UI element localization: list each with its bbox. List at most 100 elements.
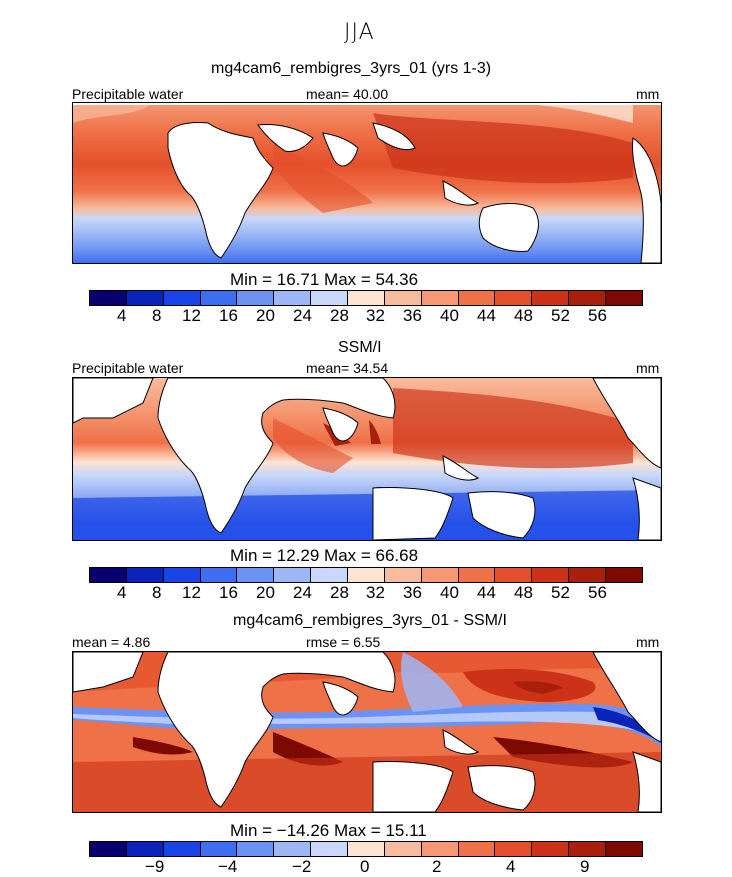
colorbar-tick: 48 bbox=[514, 583, 533, 602]
panel1-title: mg4cam6_rembigres_3yrs_01 (yrs 1-3) bbox=[211, 60, 492, 77]
colorbar-tick: 32 bbox=[366, 306, 385, 325]
colorbar-swatch bbox=[163, 842, 201, 856]
colorbar-tick: 40 bbox=[440, 583, 459, 602]
colorbar-tick: 12 bbox=[182, 583, 201, 602]
colorbar-swatch bbox=[90, 568, 127, 582]
colorbar-swatch bbox=[200, 291, 238, 305]
colorbar-tick: 0 bbox=[360, 857, 370, 876]
colorbar-tick: 4 bbox=[117, 583, 127, 602]
panel3-minmax: Min = −14.26 Max = 15.11 bbox=[230, 821, 427, 840]
colorbar-swatch bbox=[569, 291, 607, 305]
colorbar-swatch bbox=[569, 568, 607, 582]
colorbar-tick: 20 bbox=[256, 583, 275, 602]
colorbar-tick: 9 bbox=[580, 857, 590, 876]
panel1-land bbox=[73, 103, 661, 263]
colorbar-tick: 48 bbox=[514, 306, 533, 325]
colorbar-tick: 32 bbox=[366, 583, 385, 602]
colorbar-tick: 20 bbox=[256, 306, 275, 325]
panel1-map bbox=[72, 102, 662, 264]
colorbar-swatch bbox=[163, 291, 201, 305]
panel3-map bbox=[72, 651, 662, 813]
panel3-mean-label: mean = 4.86 bbox=[72, 634, 151, 650]
panel1-units: mm bbox=[636, 86, 660, 102]
colorbar-swatch bbox=[421, 568, 459, 582]
colorbar-tick: 44 bbox=[477, 583, 496, 602]
colorbar-swatch bbox=[532, 291, 570, 305]
colorbar-tick: 44 bbox=[477, 306, 496, 325]
colorbar-swatch bbox=[421, 842, 459, 856]
colorbar-swatch bbox=[606, 291, 642, 305]
colorbar-tick: 36 bbox=[403, 306, 422, 325]
colorbar-swatch bbox=[237, 568, 275, 582]
panel3-rmse-label: rmse = 6.55 bbox=[306, 634, 381, 650]
colorbar-tick: −2 bbox=[292, 857, 312, 876]
panel1-mean-label: mean= 40.00 bbox=[306, 86, 389, 102]
colorbar-swatch bbox=[384, 291, 422, 305]
panel2-colorbar bbox=[89, 567, 643, 583]
colorbar-tick: 28 bbox=[330, 306, 349, 325]
panel1-variable-label: Precipitable water bbox=[72, 86, 184, 102]
colorbar-swatch bbox=[458, 291, 496, 305]
panel2-minmax: Min = 12.29 Max = 66.68 bbox=[230, 546, 419, 565]
colorbar-swatch bbox=[311, 842, 349, 856]
figure-title: JJA bbox=[344, 20, 375, 45]
colorbar-swatch bbox=[274, 291, 312, 305]
colorbar-swatch bbox=[532, 568, 570, 582]
colorbar-swatch bbox=[90, 291, 127, 305]
colorbar-swatch bbox=[348, 568, 385, 582]
colorbar-swatch bbox=[532, 842, 570, 856]
colorbar-swatch bbox=[126, 568, 164, 582]
colorbar-swatch bbox=[200, 842, 238, 856]
colorbar-swatch bbox=[421, 291, 459, 305]
colorbar-swatch bbox=[348, 842, 385, 856]
colorbar-tick: 28 bbox=[330, 583, 349, 602]
panel3-land bbox=[73, 652, 661, 812]
colorbar-swatch bbox=[90, 842, 127, 856]
colorbar-tick: 4 bbox=[506, 857, 516, 876]
colorbar-swatch bbox=[311, 568, 349, 582]
colorbar-swatch bbox=[384, 842, 422, 856]
colorbar-tick: 40 bbox=[440, 306, 459, 325]
colorbar-swatch bbox=[458, 842, 496, 856]
colorbar-swatch bbox=[126, 842, 164, 856]
colorbar-swatch bbox=[495, 291, 533, 305]
colorbar-tick: 16 bbox=[219, 583, 238, 602]
colorbar-swatch bbox=[606, 842, 642, 856]
colorbar-tick: 36 bbox=[403, 583, 422, 602]
colorbar-swatch bbox=[348, 291, 385, 305]
colorbar-tick: −4 bbox=[218, 857, 238, 876]
colorbar-swatch bbox=[458, 568, 496, 582]
colorbar-swatch bbox=[274, 842, 312, 856]
colorbar-tick: 16 bbox=[219, 306, 238, 325]
colorbar-tick: 56 bbox=[588, 583, 607, 602]
panel1-field bbox=[73, 103, 661, 263]
colorbar-swatch bbox=[311, 291, 349, 305]
colorbar-tick: 24 bbox=[293, 583, 312, 602]
colorbar-tick: 56 bbox=[588, 306, 607, 325]
panel2-land bbox=[73, 378, 661, 540]
colorbar-tick: 52 bbox=[551, 306, 570, 325]
colorbar-swatch bbox=[495, 842, 533, 856]
panel3-units: mm bbox=[636, 634, 660, 650]
colorbar-tick: 2 bbox=[432, 857, 442, 876]
colorbar-swatch bbox=[126, 291, 164, 305]
colorbar-tick: 8 bbox=[152, 306, 162, 325]
colorbar-swatch bbox=[200, 568, 238, 582]
colorbar-tick: −9 bbox=[145, 857, 165, 876]
colorbar-swatch bbox=[495, 568, 533, 582]
colorbar-swatch bbox=[163, 568, 201, 582]
colorbar-swatch bbox=[569, 842, 607, 856]
colorbar-swatch bbox=[606, 568, 642, 582]
colorbar-tick: 4 bbox=[117, 306, 127, 325]
panel3-colorbar bbox=[89, 841, 643, 857]
colorbar-swatch bbox=[384, 568, 422, 582]
panel2-units: mm bbox=[636, 360, 660, 376]
colorbar-tick: 52 bbox=[551, 583, 570, 602]
panel2-mean-label: mean= 34.54 bbox=[306, 360, 389, 376]
panel3-title: mg4cam6_rembigres_3yrs_01 - SSM/I bbox=[233, 612, 507, 629]
colorbar-swatch bbox=[237, 842, 275, 856]
panel1-minmax: Min = 16.71 Max = 54.36 bbox=[230, 270, 419, 289]
colorbar-tick: 12 bbox=[182, 306, 201, 325]
panel2-title: SSM/I bbox=[338, 339, 382, 356]
colorbar-swatch bbox=[274, 568, 312, 582]
